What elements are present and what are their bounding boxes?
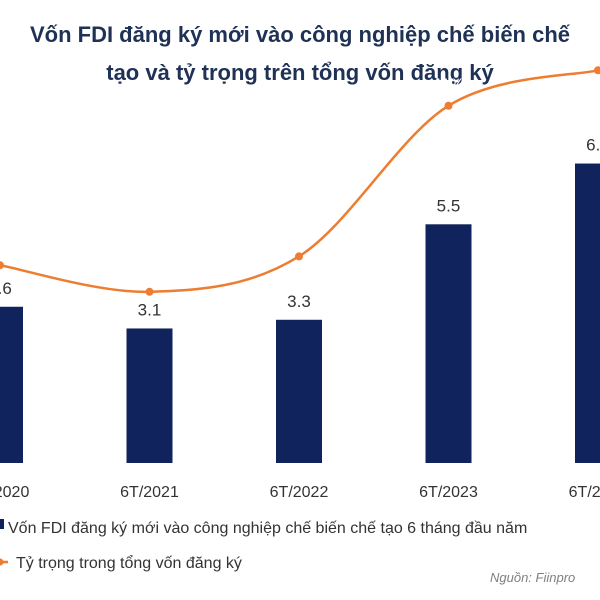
share-point	[295, 252, 303, 261]
legend-label-line: Tỷ trọng trong tổng vốn đăng ký	[16, 554, 242, 572]
bar-series: 3.6 3.1 3.3 5.5 6.9	[0, 136, 600, 464]
bar-6T/2022	[276, 319, 322, 463]
chart-title-line-2: tạo và tỷ trọng trên tổng vốn đăng ký	[106, 60, 494, 85]
share-point	[444, 101, 453, 110]
legend: Vốn FDI đăng ký mới vào công nghiệp chế …	[0, 519, 527, 572]
chart-title-line-1: Vốn FDI đăng ký mới vào công nghiệp chế …	[30, 22, 571, 47]
bar-6T/2020	[0, 306, 23, 463]
share-line	[0, 68, 600, 294]
x-tick-label: 6T/2023	[419, 484, 478, 501]
bar-value-label: 3.3	[287, 292, 311, 311]
x-tick-label: 6T/2022	[270, 484, 329, 501]
share-value-label: 20%	[133, 263, 165, 280]
bar-value-label: 3.1	[138, 300, 162, 319]
legend-swatch-marker	[0, 558, 4, 566]
share-line-series: 23% 20% 24% 41% 45%	[0, 41, 600, 296]
bar-value-label: 5.5	[437, 196, 461, 215]
bar-6T/2021	[126, 328, 173, 463]
bar-value-label: 3.6	[0, 279, 12, 298]
share-value-label: 41%	[432, 77, 464, 94]
share-value-label: 45%	[582, 41, 600, 58]
bar-6T/2023	[425, 224, 472, 463]
legend-swatch-bar	[0, 519, 4, 529]
x-axis: 6T/2020 6T/2021 6T/2022 6T/2023 6T/2024	[0, 484, 600, 501]
share-point	[145, 287, 154, 296]
legend-label-bar: Vốn FDI đăng ký mới vào công nghiệp chế …	[8, 520, 527, 537]
x-tick-label: 6T/2024	[569, 484, 600, 501]
share-point	[594, 66, 600, 75]
source-note: Nguồn: Fiinpro	[490, 570, 575, 585]
share-value-label: 23%	[0, 236, 16, 253]
bar-6T/2024	[575, 163, 600, 464]
share-value-label: 24%	[283, 227, 315, 244]
x-tick-label: 6T/2020	[0, 484, 29, 501]
x-tick-label: 6T/2021	[120, 484, 179, 501]
chart-title: Vốn FDI đăng ký mới vào công nghiệp chế …	[30, 22, 571, 85]
bar-value-label: 6.9	[586, 136, 600, 155]
share-point	[0, 261, 4, 270]
